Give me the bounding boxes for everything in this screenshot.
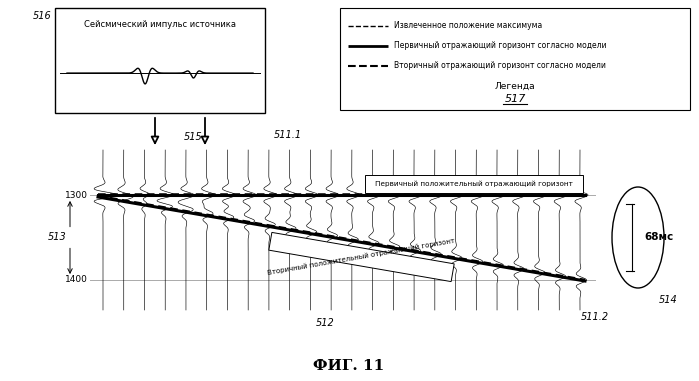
Text: Вторичный отражающий горизонт согласно модели: Вторичный отражающий горизонт согласно м…: [394, 61, 606, 70]
Text: Сейсмический импульс источника: Сейсмический импульс источника: [84, 20, 236, 29]
Ellipse shape: [612, 187, 664, 288]
Text: 515: 515: [184, 132, 203, 142]
Text: Вторичный положительный отражающий горизонт: Вторичный положительный отражающий гориз…: [267, 238, 456, 276]
Text: 513: 513: [48, 232, 67, 242]
Bar: [340, 8, 690, 110]
Bar: [365, 175, 583, 193]
Text: 512: 512: [316, 318, 334, 328]
Text: Извлеченное положение максимума: Извлеченное положение максимума: [394, 21, 542, 30]
Text: ФИГ. 11: ФИГ. 11: [313, 359, 384, 373]
Text: 1400: 1400: [65, 275, 88, 285]
Bar: [55, 8, 265, 113]
Text: 1300: 1300: [65, 190, 88, 200]
Bar: [269, 232, 454, 282]
Text: Первичный отражающий горизонт согласно модели: Первичный отражающий горизонт согласно м…: [394, 42, 607, 51]
Text: Первичный положительный отражающий горизонт: Первичный положительный отражающий гориз…: [375, 181, 573, 187]
Text: 517: 517: [504, 94, 526, 104]
Text: 511.2: 511.2: [581, 312, 609, 322]
Text: Легенда: Легенда: [495, 82, 535, 91]
Text: 514: 514: [658, 295, 677, 305]
Text: 516: 516: [34, 11, 52, 21]
Text: 511.1: 511.1: [274, 130, 302, 140]
Text: 68мс: 68мс: [644, 232, 673, 242]
